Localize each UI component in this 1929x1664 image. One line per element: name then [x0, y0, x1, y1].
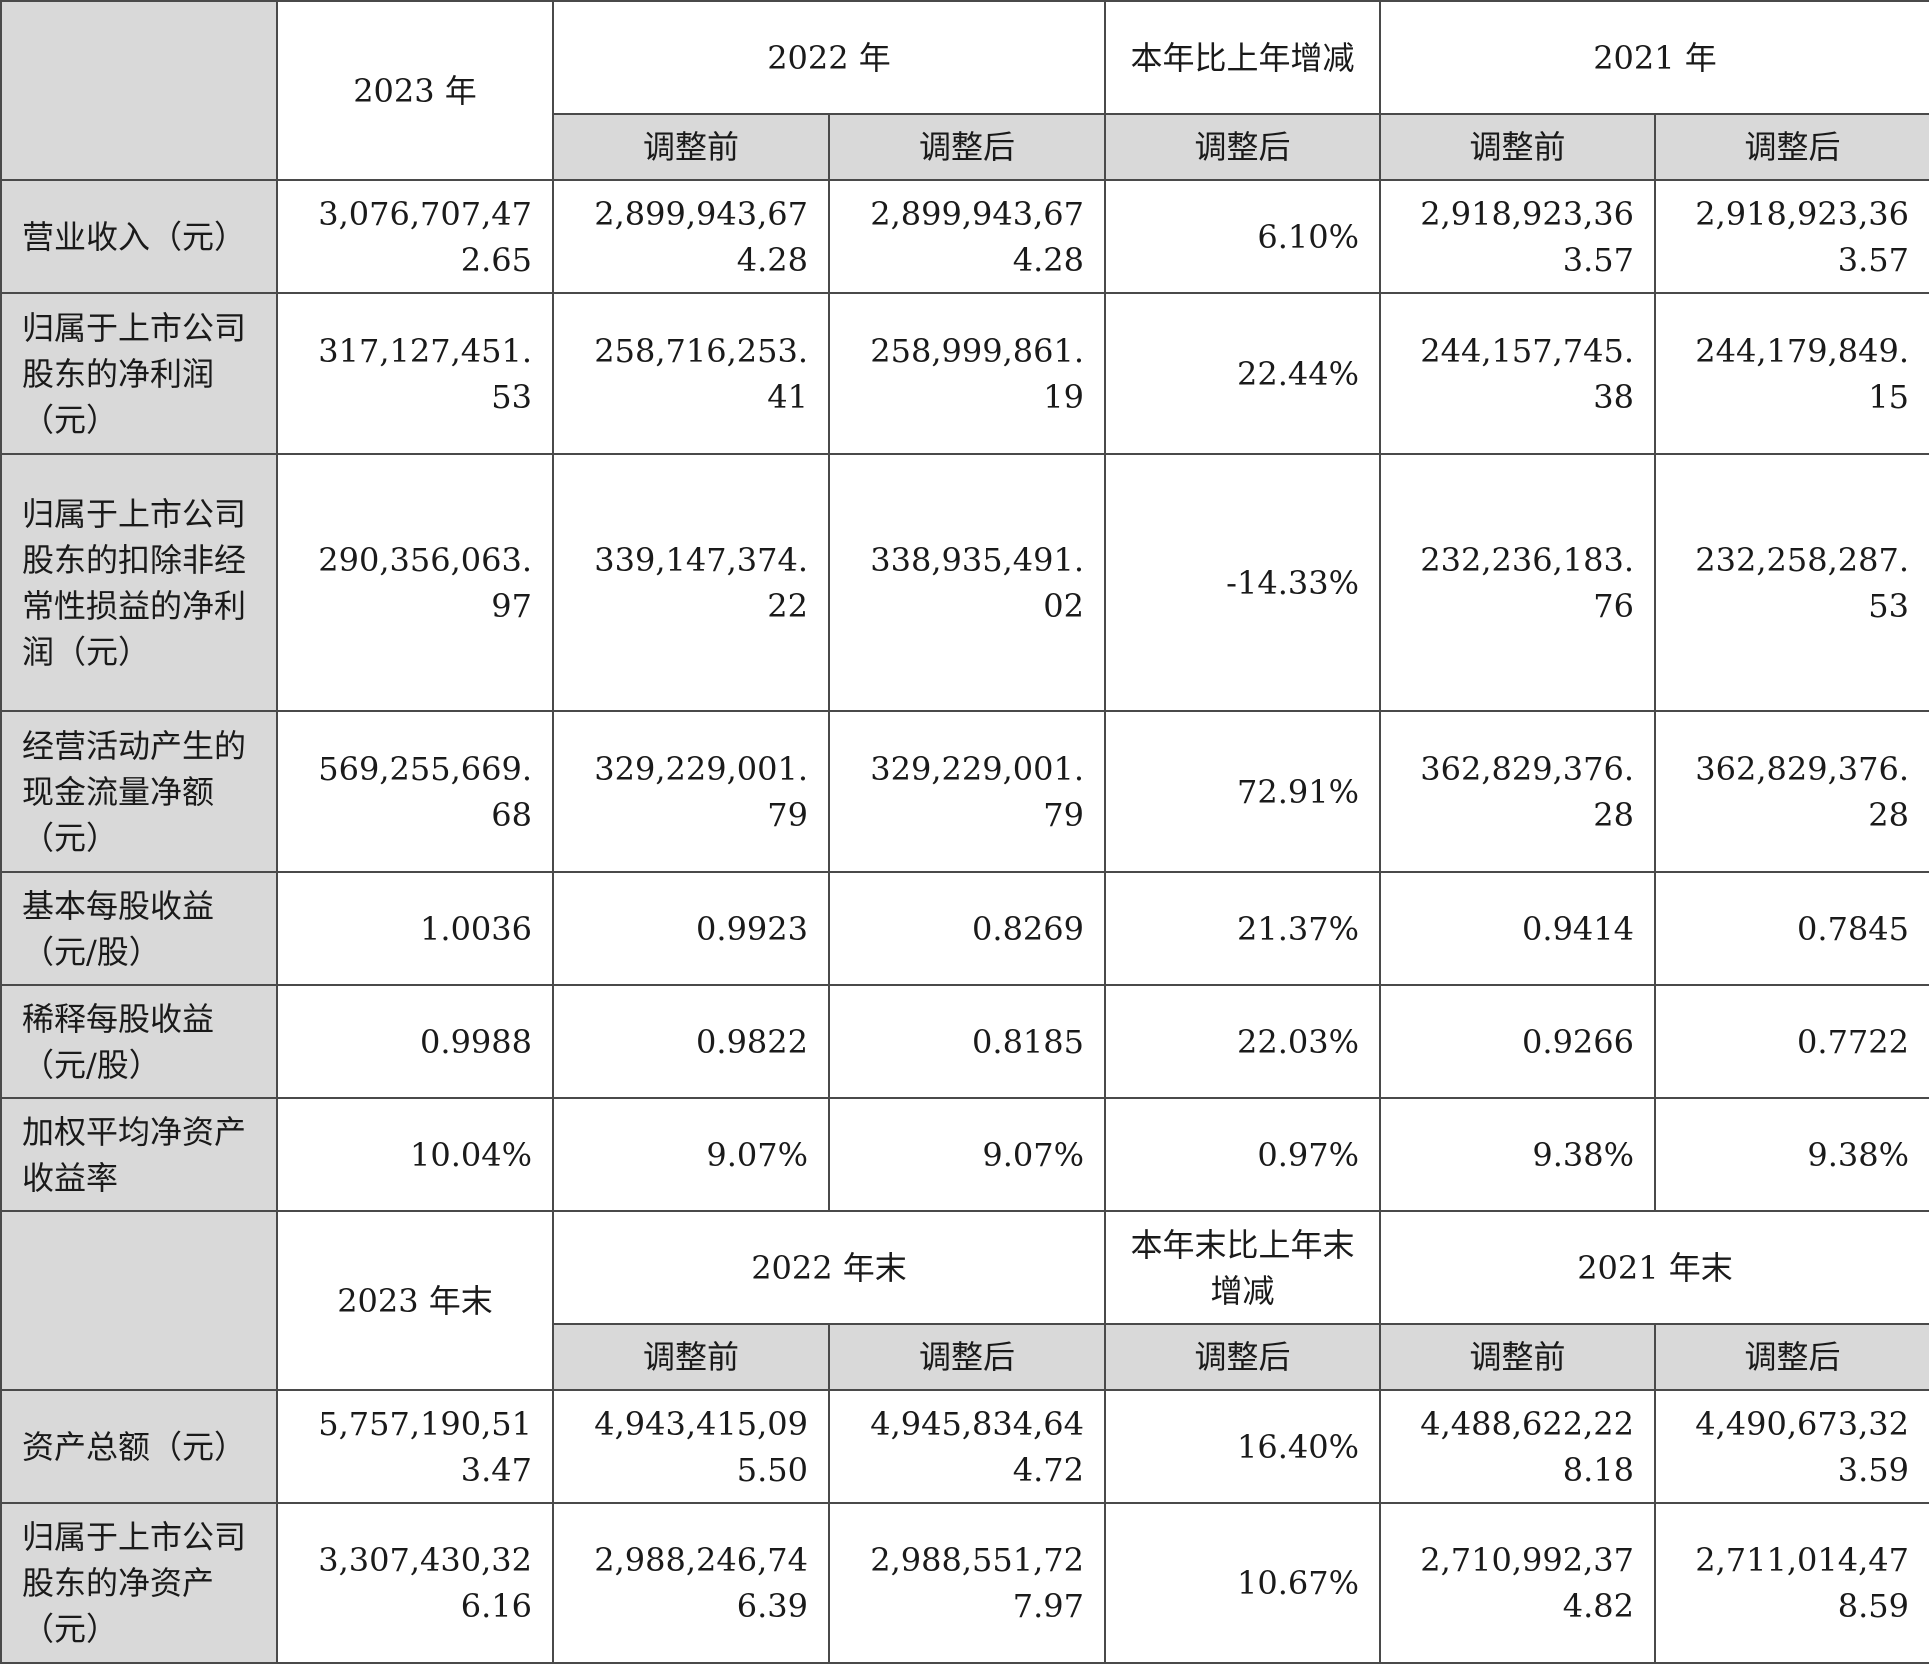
cell-2023: 317,127,451.53: [276, 292, 554, 455]
income-subheader-row: 调整前 调整后 调整后 调整前 调整后: [1, 113, 1929, 181]
cell-2021-after: 2,918,923,363.57: [1654, 179, 1929, 294]
cell-2023: 3,076,707,472.65: [276, 179, 554, 294]
subheader-2022-after: 调整后: [828, 1323, 1106, 1391]
table-row-basic-eps: 基本每股收益（元/股） 1.0036 0.9923 0.8269 21.37% …: [0, 871, 1929, 986]
col-header-2021: 2021 年: [1379, 0, 1929, 115]
col-header-2023-end: 2023 年末: [276, 1210, 554, 1391]
cell-2023: 10.04%: [276, 1097, 554, 1212]
cell-change: 22.44%: [1104, 292, 1381, 455]
balance-header-row: 2023 年末 2022 年末 本年末比上年末增减 2021 年末: [0, 1210, 1929, 1391]
cell-2021-before: 362,829,376.28: [1379, 710, 1656, 873]
subheader-2022-after: 调整后: [828, 113, 1106, 181]
table-row-net-profit: 归属于上市公司股东的净利润（元） 317,127,451.53 258,716,…: [0, 292, 1929, 455]
cell-2023: 1.0036: [276, 871, 554, 986]
cell-2021-before: 0.9414: [1379, 871, 1656, 986]
cell-change: 72.91%: [1104, 710, 1381, 873]
col-header-change-end: 本年末比上年末增减: [1104, 1210, 1381, 1325]
cell-change: -14.33%: [1104, 453, 1381, 712]
cell-2021-before: 9.38%: [1379, 1097, 1656, 1212]
row-label: 加权平均净资产收益率: [0, 1097, 278, 1212]
subheader-2021-before: 调整前: [1379, 1323, 1656, 1391]
cell-2022-after: 338,935,491.02: [828, 453, 1106, 712]
cell-2021-after: 0.7845: [1654, 871, 1929, 986]
cell-2022-before: 329,229,001.79: [552, 710, 830, 873]
table-row-net-assets: 归属于上市公司股东的净资产（元） 3,307,430,326.16 2,988,…: [0, 1502, 1929, 1664]
table-row-diluted-eps: 稀释每股收益（元/股） 0.9988 0.9822 0.8185 22.03% …: [0, 984, 1929, 1099]
row-label: 基本每股收益（元/股）: [0, 871, 278, 986]
subheader-2022-before: 调整前: [552, 113, 830, 181]
cell-change: 6.10%: [1104, 179, 1381, 294]
cell-2022-after: 9.07%: [828, 1097, 1106, 1212]
cell-2021-after: 0.7722: [1654, 984, 1929, 1099]
cell-change: 21.37%: [1104, 871, 1381, 986]
cell-2022-after: 2,988,551,727.97: [828, 1502, 1106, 1664]
cell-2021-before: 232,236,183.76: [1379, 453, 1656, 712]
row-label: 资产总额（元）: [0, 1389, 278, 1504]
cell-2021-after: 2,711,014,478.59: [1654, 1502, 1929, 1664]
balance-subheader-row: 调整前 调整后 调整后 调整前 调整后: [1, 1323, 1929, 1391]
cell-2022-before: 9.07%: [552, 1097, 830, 1212]
subheader-2021-after: 调整后: [1654, 113, 1929, 181]
col-header-2022: 2022 年: [552, 0, 1106, 115]
cell-2021-after: 244,179,849.15: [1654, 292, 1929, 455]
cell-2022-after: 0.8185: [828, 984, 1106, 1099]
cell-2023: 290,356,063.97: [276, 453, 554, 712]
cell-change: 22.03%: [1104, 984, 1381, 1099]
table-row-net-profit-excl-nonrecurring: 归属于上市公司股东的扣除非经常性损益的净利润（元） 290,356,063.97…: [0, 453, 1929, 712]
cell-2022-after: 258,999,861.19: [828, 292, 1106, 455]
cell-2022-after: 4,945,834,644.72: [828, 1389, 1106, 1504]
cell-2022-after: 2,899,943,674.28: [828, 179, 1106, 294]
col-header-2021-end: 2021 年末: [1379, 1210, 1929, 1325]
table-row-operating-cash-flow: 经营活动产生的现金流量净额（元） 569,255,669.68 329,229,…: [0, 710, 1929, 873]
col-header-change: 本年比上年增减: [1104, 0, 1381, 115]
cell-2022-before: 339,147,374.22: [552, 453, 830, 712]
cell-change: 0.97%: [1104, 1097, 1381, 1212]
cell-2023: 3,307,430,326.16: [276, 1502, 554, 1664]
income-header-row: 2023 年 2022 年 本年比上年增减 2021 年: [0, 0, 1929, 181]
cell-2023: 0.9988: [276, 984, 554, 1099]
cell-2023: 5,757,190,513.47: [276, 1389, 554, 1504]
cell-change: 16.40%: [1104, 1389, 1381, 1504]
cell-2022-before: 258,716,253.41: [552, 292, 830, 455]
cell-2021-before: 0.9266: [1379, 984, 1656, 1099]
cell-2022-before: 4,943,415,095.50: [552, 1389, 830, 1504]
cell-2021-after: 4,490,673,323.59: [1654, 1389, 1929, 1504]
subheader-change-after: 调整后: [1104, 113, 1381, 181]
cell-2022-before: 0.9822: [552, 984, 830, 1099]
cell-2022-before: 2,988,246,746.39: [552, 1502, 830, 1664]
col-header-2022-end: 2022 年末: [552, 1210, 1106, 1325]
corner-cell: [0, 0, 278, 181]
row-label: 营业收入（元）: [0, 179, 278, 294]
subheader-2021-after: 调整后: [1654, 1323, 1929, 1391]
col-header-2023: 2023 年: [276, 0, 554, 181]
cell-2022-after: 0.8269: [828, 871, 1106, 986]
cell-2022-before: 0.9923: [552, 871, 830, 986]
cell-2021-before: 2,918,923,363.57: [1379, 179, 1656, 294]
cell-change: 10.67%: [1104, 1502, 1381, 1664]
row-label: 归属于上市公司股东的净利润（元）: [0, 292, 278, 455]
cell-2023: 569,255,669.68: [276, 710, 554, 873]
cell-2021-after: 232,258,287.53: [1654, 453, 1929, 712]
cell-2021-before: 2,710,992,374.82: [1379, 1502, 1656, 1664]
cell-2022-after: 329,229,001.79: [828, 710, 1106, 873]
corner-cell: [0, 1210, 278, 1391]
table-row-total-assets: 资产总额（元） 5,757,190,513.47 4,943,415,095.5…: [0, 1389, 1929, 1504]
subheader-2022-before: 调整前: [552, 1323, 830, 1391]
row-label: 经营活动产生的现金流量净额（元）: [0, 710, 278, 873]
cell-2021-before: 244,157,745.38: [1379, 292, 1656, 455]
table-row-weighted-roe: 加权平均净资产收益率 10.04% 9.07% 9.07% 0.97% 9.38…: [0, 1097, 1929, 1212]
cell-2021-after: 362,829,376.28: [1654, 710, 1929, 873]
cell-2022-before: 2,899,943,674.28: [552, 179, 830, 294]
cell-2021-after: 9.38%: [1654, 1097, 1929, 1212]
subheader-2021-before: 调整前: [1379, 113, 1656, 181]
row-label: 归属于上市公司股东的净资产（元）: [0, 1502, 278, 1664]
cell-2021-before: 4,488,622,228.18: [1379, 1389, 1656, 1504]
table-row-revenue: 营业收入（元） 3,076,707,472.65 2,899,943,674.2…: [0, 179, 1929, 294]
row-label: 归属于上市公司股东的扣除非经常性损益的净利润（元）: [0, 453, 278, 712]
row-label: 稀释每股收益（元/股）: [0, 984, 278, 1099]
subheader-change-after: 调整后: [1104, 1323, 1381, 1391]
